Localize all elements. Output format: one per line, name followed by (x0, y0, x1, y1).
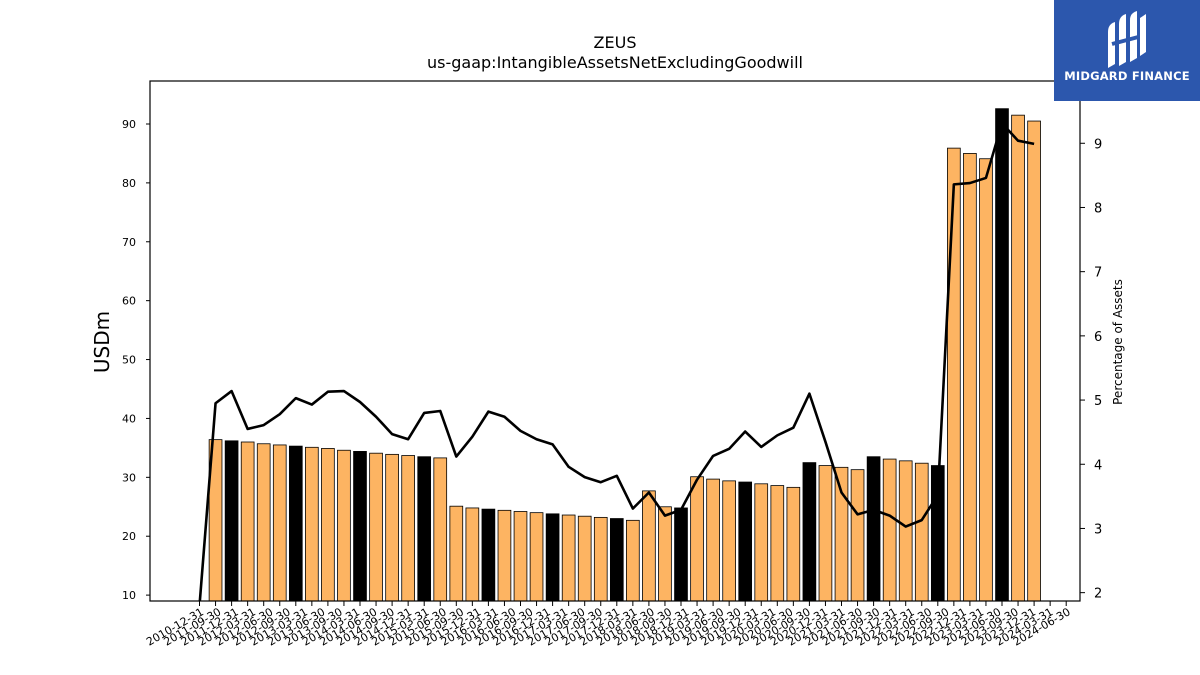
bar (658, 506, 672, 602)
bar (1027, 120, 1041, 602)
bar (593, 516, 608, 602)
bar (288, 445, 303, 602)
pct-assets-line (198, 122, 1035, 601)
bar (256, 443, 271, 602)
bar (754, 483, 769, 602)
brand-logo: MIDGARD FINANCE (1054, 0, 1200, 101)
bar (963, 153, 977, 602)
bar (529, 512, 544, 602)
y-tick-label: 70 (122, 236, 136, 249)
y2-tick-label: 5 (1094, 394, 1102, 409)
bar (818, 465, 833, 602)
bar (722, 480, 736, 602)
y-axis-left: 10 20 30 40 50 60 70 80 90 (122, 118, 150, 602)
bar (369, 452, 383, 602)
bar (513, 511, 528, 602)
bar (321, 448, 335, 602)
y2-tick-label: 3 (1094, 522, 1102, 537)
bar (561, 514, 576, 602)
bar (834, 466, 849, 602)
y-tick-label: 60 (122, 295, 136, 308)
bar (240, 441, 255, 602)
bar (674, 507, 688, 602)
y-tick-label: 10 (122, 589, 136, 602)
bar (690, 476, 704, 602)
bar (481, 508, 496, 602)
bar (401, 455, 415, 602)
y2-tick-label: 2 (1094, 587, 1102, 602)
bar (898, 460, 913, 602)
y-tick-label: 30 (122, 471, 136, 484)
y-axis-right: 2 3 4 5 6 7 8 9 (1080, 137, 1102, 602)
y2-tick-label: 4 (1094, 458, 1102, 473)
bar (497, 509, 512, 602)
bar (577, 515, 592, 602)
chart-title: ZEUS (593, 33, 637, 52)
bar (786, 486, 801, 602)
plot-frame (149, 80, 1081, 602)
chart-subtitle: us-gaap:IntangibleAssetsNetExcludingGood… (427, 53, 803, 72)
y-tick-label: 20 (122, 530, 136, 543)
bar (914, 462, 929, 602)
bar (385, 453, 399, 602)
brand-logo-text: MIDGARD FINANCE (1064, 69, 1190, 83)
y-tick-label: 90 (122, 118, 136, 131)
bar (609, 518, 624, 602)
bar (626, 519, 640, 602)
bar (272, 444, 287, 602)
y2-tick-label: 6 (1094, 330, 1102, 345)
x-axis: 2010-12-312011-09-302011-12-312012-03-31… (144, 601, 1073, 649)
y2-axis-label: Percentage of Assets (1111, 279, 1125, 405)
y-tick-label: 40 (122, 412, 136, 425)
y-axis-label: USDm (90, 311, 114, 373)
bar (850, 469, 865, 602)
line-layer (198, 122, 1035, 601)
bar (337, 449, 351, 602)
y2-tick-label: 9 (1094, 137, 1102, 152)
bar (465, 507, 480, 602)
bar (738, 481, 753, 602)
y2-tick-label: 7 (1094, 266, 1102, 281)
bar (545, 513, 560, 602)
y-tick-label: 50 (122, 354, 136, 367)
bar (770, 485, 785, 602)
midgard-logo-mark-icon (1108, 11, 1146, 68)
y2-tick-label: 8 (1094, 201, 1102, 216)
bar (305, 446, 319, 602)
bar (802, 462, 817, 602)
bars-layer (208, 108, 1041, 602)
bar (353, 451, 367, 602)
bar (433, 457, 448, 602)
bar (882, 458, 897, 602)
bar (417, 456, 432, 602)
bar (706, 478, 720, 602)
bar (642, 490, 656, 602)
bar (1011, 114, 1025, 602)
bar (979, 158, 993, 602)
bar (947, 147, 961, 602)
bar (449, 505, 464, 602)
bar (866, 456, 881, 602)
bar (995, 108, 1009, 602)
bar (224, 440, 239, 602)
y-tick-label: 80 (122, 177, 136, 190)
